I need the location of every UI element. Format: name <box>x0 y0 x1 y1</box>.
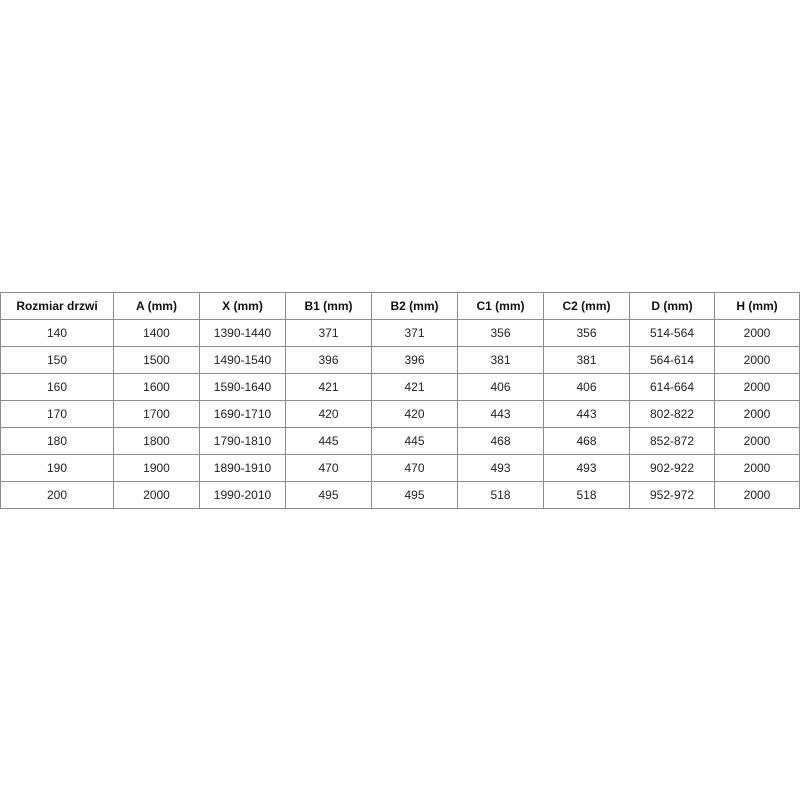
table-cell: 396 <box>285 346 372 374</box>
table-cell: 180 <box>0 427 114 455</box>
table-cell: 2000 <box>714 319 800 347</box>
table-row: 190 1900 1890-1910 470 470 493 493 902-922 2000 <box>0 454 800 482</box>
table-cell: 396 <box>371 346 458 374</box>
table-cell: 1990-2010 <box>199 481 286 509</box>
table-cell: 200 <box>0 481 114 509</box>
table-cell: 190 <box>0 454 114 482</box>
table-cell: 1790-1810 <box>199 427 286 455</box>
table-cell: 952-972 <box>629 481 715 509</box>
table-cell: 406 <box>543 373 630 401</box>
column-header: A (mm) <box>113 292 200 320</box>
table-cell: 356 <box>543 319 630 347</box>
table-cell: 1400 <box>113 319 200 347</box>
table-cell: 1500 <box>113 346 200 374</box>
table-cell: 470 <box>371 454 458 482</box>
table-cell: 1490-1540 <box>199 346 286 374</box>
table-row: 170 1700 1690-1710 420 420 443 443 802-822 2000 <box>0 400 800 428</box>
table-cell: 150 <box>0 346 114 374</box>
table-row: 200 2000 1990-2010 495 495 518 518 952-972 2000 <box>0 481 800 509</box>
table-cell: 406 <box>457 373 544 401</box>
table-cell: 421 <box>371 373 458 401</box>
column-header: H (mm) <box>714 292 800 320</box>
column-header: C1 (mm) <box>457 292 544 320</box>
dimensions-table: Rozmiar drzwi A (mm) X (mm) B1 (mm) B2 (mm) C… <box>0 292 800 509</box>
table-cell: 802-822 <box>629 400 715 428</box>
table-cell: 1390-1440 <box>199 319 286 347</box>
column-header: Rozmiar drzwi <box>0 292 114 320</box>
table-cell: 420 <box>371 400 458 428</box>
table-cell: 1890-1910 <box>199 454 286 482</box>
column-header: X (mm) <box>199 292 286 320</box>
table-cell: 514-564 <box>629 319 715 347</box>
table-row: 160 1600 1590-1640 421 421 406 406 614-664 2000 <box>0 373 800 401</box>
table-cell: 614-664 <box>629 373 715 401</box>
table-cell: 518 <box>543 481 630 509</box>
table-cell: 1800 <box>113 427 200 455</box>
table-cell: 2000 <box>113 481 200 509</box>
table-cell: 2000 <box>714 454 800 482</box>
table-cell: 852-872 <box>629 427 715 455</box>
table-cell: 1600 <box>113 373 200 401</box>
table-cell: 381 <box>543 346 630 374</box>
header-row: Rozmiar drzwi A (mm) X (mm) B1 (mm) B2 (mm) C… <box>0 292 800 320</box>
table-cell: 420 <box>285 400 372 428</box>
table-cell: 468 <box>543 427 630 455</box>
table-cell: 140 <box>0 319 114 347</box>
table-cell: 2000 <box>714 481 800 509</box>
column-header: D (mm) <box>629 292 715 320</box>
table-cell: 1700 <box>113 400 200 428</box>
table-cell: 443 <box>457 400 544 428</box>
table-cell: 470 <box>285 454 372 482</box>
column-header: B2 (mm) <box>371 292 458 320</box>
table-cell: 902-922 <box>629 454 715 482</box>
table-cell: 371 <box>371 319 458 347</box>
table-cell: 2000 <box>714 400 800 428</box>
table-cell: 2000 <box>714 346 800 374</box>
table-cell: 2000 <box>714 373 800 401</box>
table-cell: 381 <box>457 346 544 374</box>
table-cell: 445 <box>371 427 458 455</box>
table-cell: 2000 <box>714 427 800 455</box>
table-cell: 493 <box>543 454 630 482</box>
table-row: 150 1500 1490-1540 396 396 381 381 564-614 2000 <box>0 346 800 374</box>
table-row: 140 1400 1390-1440 371 371 356 356 514-564 2000 <box>0 319 800 347</box>
table-cell: 445 <box>285 427 372 455</box>
table-cell: 493 <box>457 454 544 482</box>
table-cell: 564-614 <box>629 346 715 374</box>
table-cell: 170 <box>0 400 114 428</box>
table-cell: 356 <box>457 319 544 347</box>
table-cell: 495 <box>371 481 458 509</box>
column-header: B1 (mm) <box>285 292 372 320</box>
table-row: 180 1800 1790-1810 445 445 468 468 852-872 2000 <box>0 427 800 455</box>
table-cell: 443 <box>543 400 630 428</box>
table-cell: 1590-1640 <box>199 373 286 401</box>
table-cell: 160 <box>0 373 114 401</box>
table-cell: 518 <box>457 481 544 509</box>
table-cell: 468 <box>457 427 544 455</box>
table-cell: 495 <box>285 481 372 509</box>
table-cell: 371 <box>285 319 372 347</box>
table-cell: 1900 <box>113 454 200 482</box>
column-header: C2 (mm) <box>543 292 630 320</box>
table-cell: 1690-1710 <box>199 400 286 428</box>
table-cell: 421 <box>285 373 372 401</box>
